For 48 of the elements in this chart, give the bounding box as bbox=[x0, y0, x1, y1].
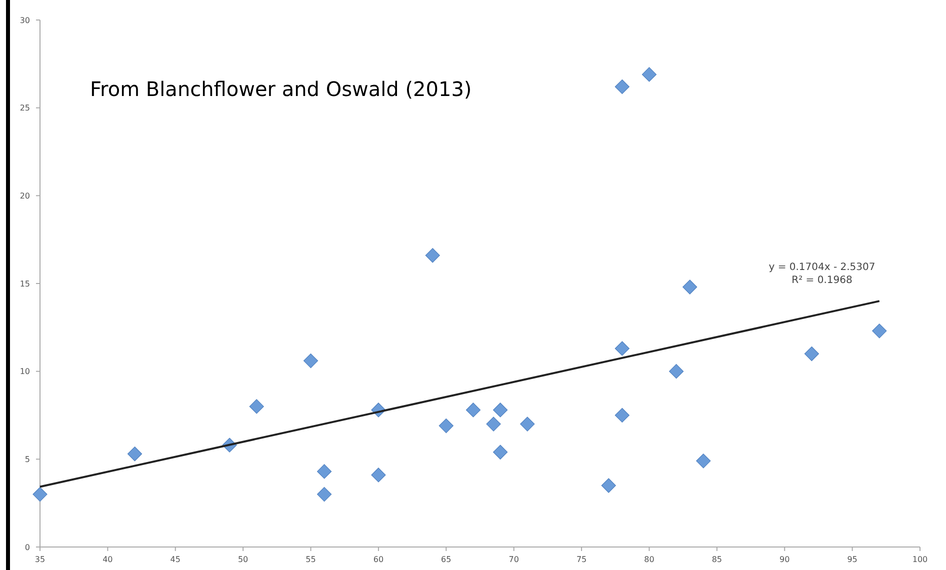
point bbox=[303, 353, 318, 368]
x-tick-label: 75 bbox=[576, 555, 587, 564]
point bbox=[438, 418, 454, 434]
point bbox=[493, 444, 508, 460]
x-tick-label: 95 bbox=[847, 555, 858, 564]
point bbox=[642, 67, 657, 82]
point bbox=[371, 468, 386, 482]
y-tick-label: 20 bbox=[20, 191, 30, 200]
point bbox=[696, 454, 711, 468]
y-tick-label: 10 bbox=[20, 367, 30, 376]
point bbox=[614, 408, 630, 423]
point bbox=[32, 487, 48, 502]
y-tick-label: 0 bbox=[24, 542, 30, 552]
x-tick-label: 65 bbox=[441, 555, 452, 564]
annotation: From Blanchflower and Oswald (2013) bbox=[90, 77, 472, 101]
x-tick-label: 45 bbox=[170, 555, 180, 564]
y-tick-label: 30 bbox=[20, 16, 30, 25]
point bbox=[249, 399, 264, 414]
point bbox=[614, 79, 630, 94]
x-tick-label: 35 bbox=[34, 555, 46, 564]
point bbox=[466, 402, 481, 418]
x-tick-label: 90 bbox=[780, 555, 790, 564]
annotation: R² = 0.1968 bbox=[792, 275, 852, 286]
point bbox=[520, 416, 535, 432]
x-tick-label: 100 bbox=[912, 555, 928, 564]
x-tick-label: 55 bbox=[306, 555, 316, 564]
point bbox=[317, 464, 332, 479]
x-tick-label: 50 bbox=[238, 555, 248, 564]
point bbox=[601, 478, 616, 493]
point bbox=[493, 402, 508, 418]
x-tick-label: 80 bbox=[644, 555, 654, 564]
point bbox=[614, 341, 630, 356]
point bbox=[804, 346, 819, 362]
point bbox=[669, 364, 684, 379]
point bbox=[682, 280, 698, 294]
x-tick-label: 85 bbox=[712, 555, 722, 564]
point bbox=[872, 324, 887, 338]
point bbox=[486, 416, 501, 432]
y-tick-label: 15 bbox=[20, 279, 30, 288]
y-tick-label: 5 bbox=[24, 454, 30, 464]
x-tick-label: 70 bbox=[508, 555, 519, 564]
x-tick-label: 40 bbox=[102, 555, 113, 564]
x-tick-label: 60 bbox=[373, 555, 384, 564]
y-tick-label: 25 bbox=[20, 104, 30, 113]
point bbox=[317, 487, 332, 502]
annotation: y = 0.1704x - 2.5307 bbox=[768, 262, 876, 273]
point bbox=[425, 248, 440, 263]
point bbox=[127, 446, 142, 462]
